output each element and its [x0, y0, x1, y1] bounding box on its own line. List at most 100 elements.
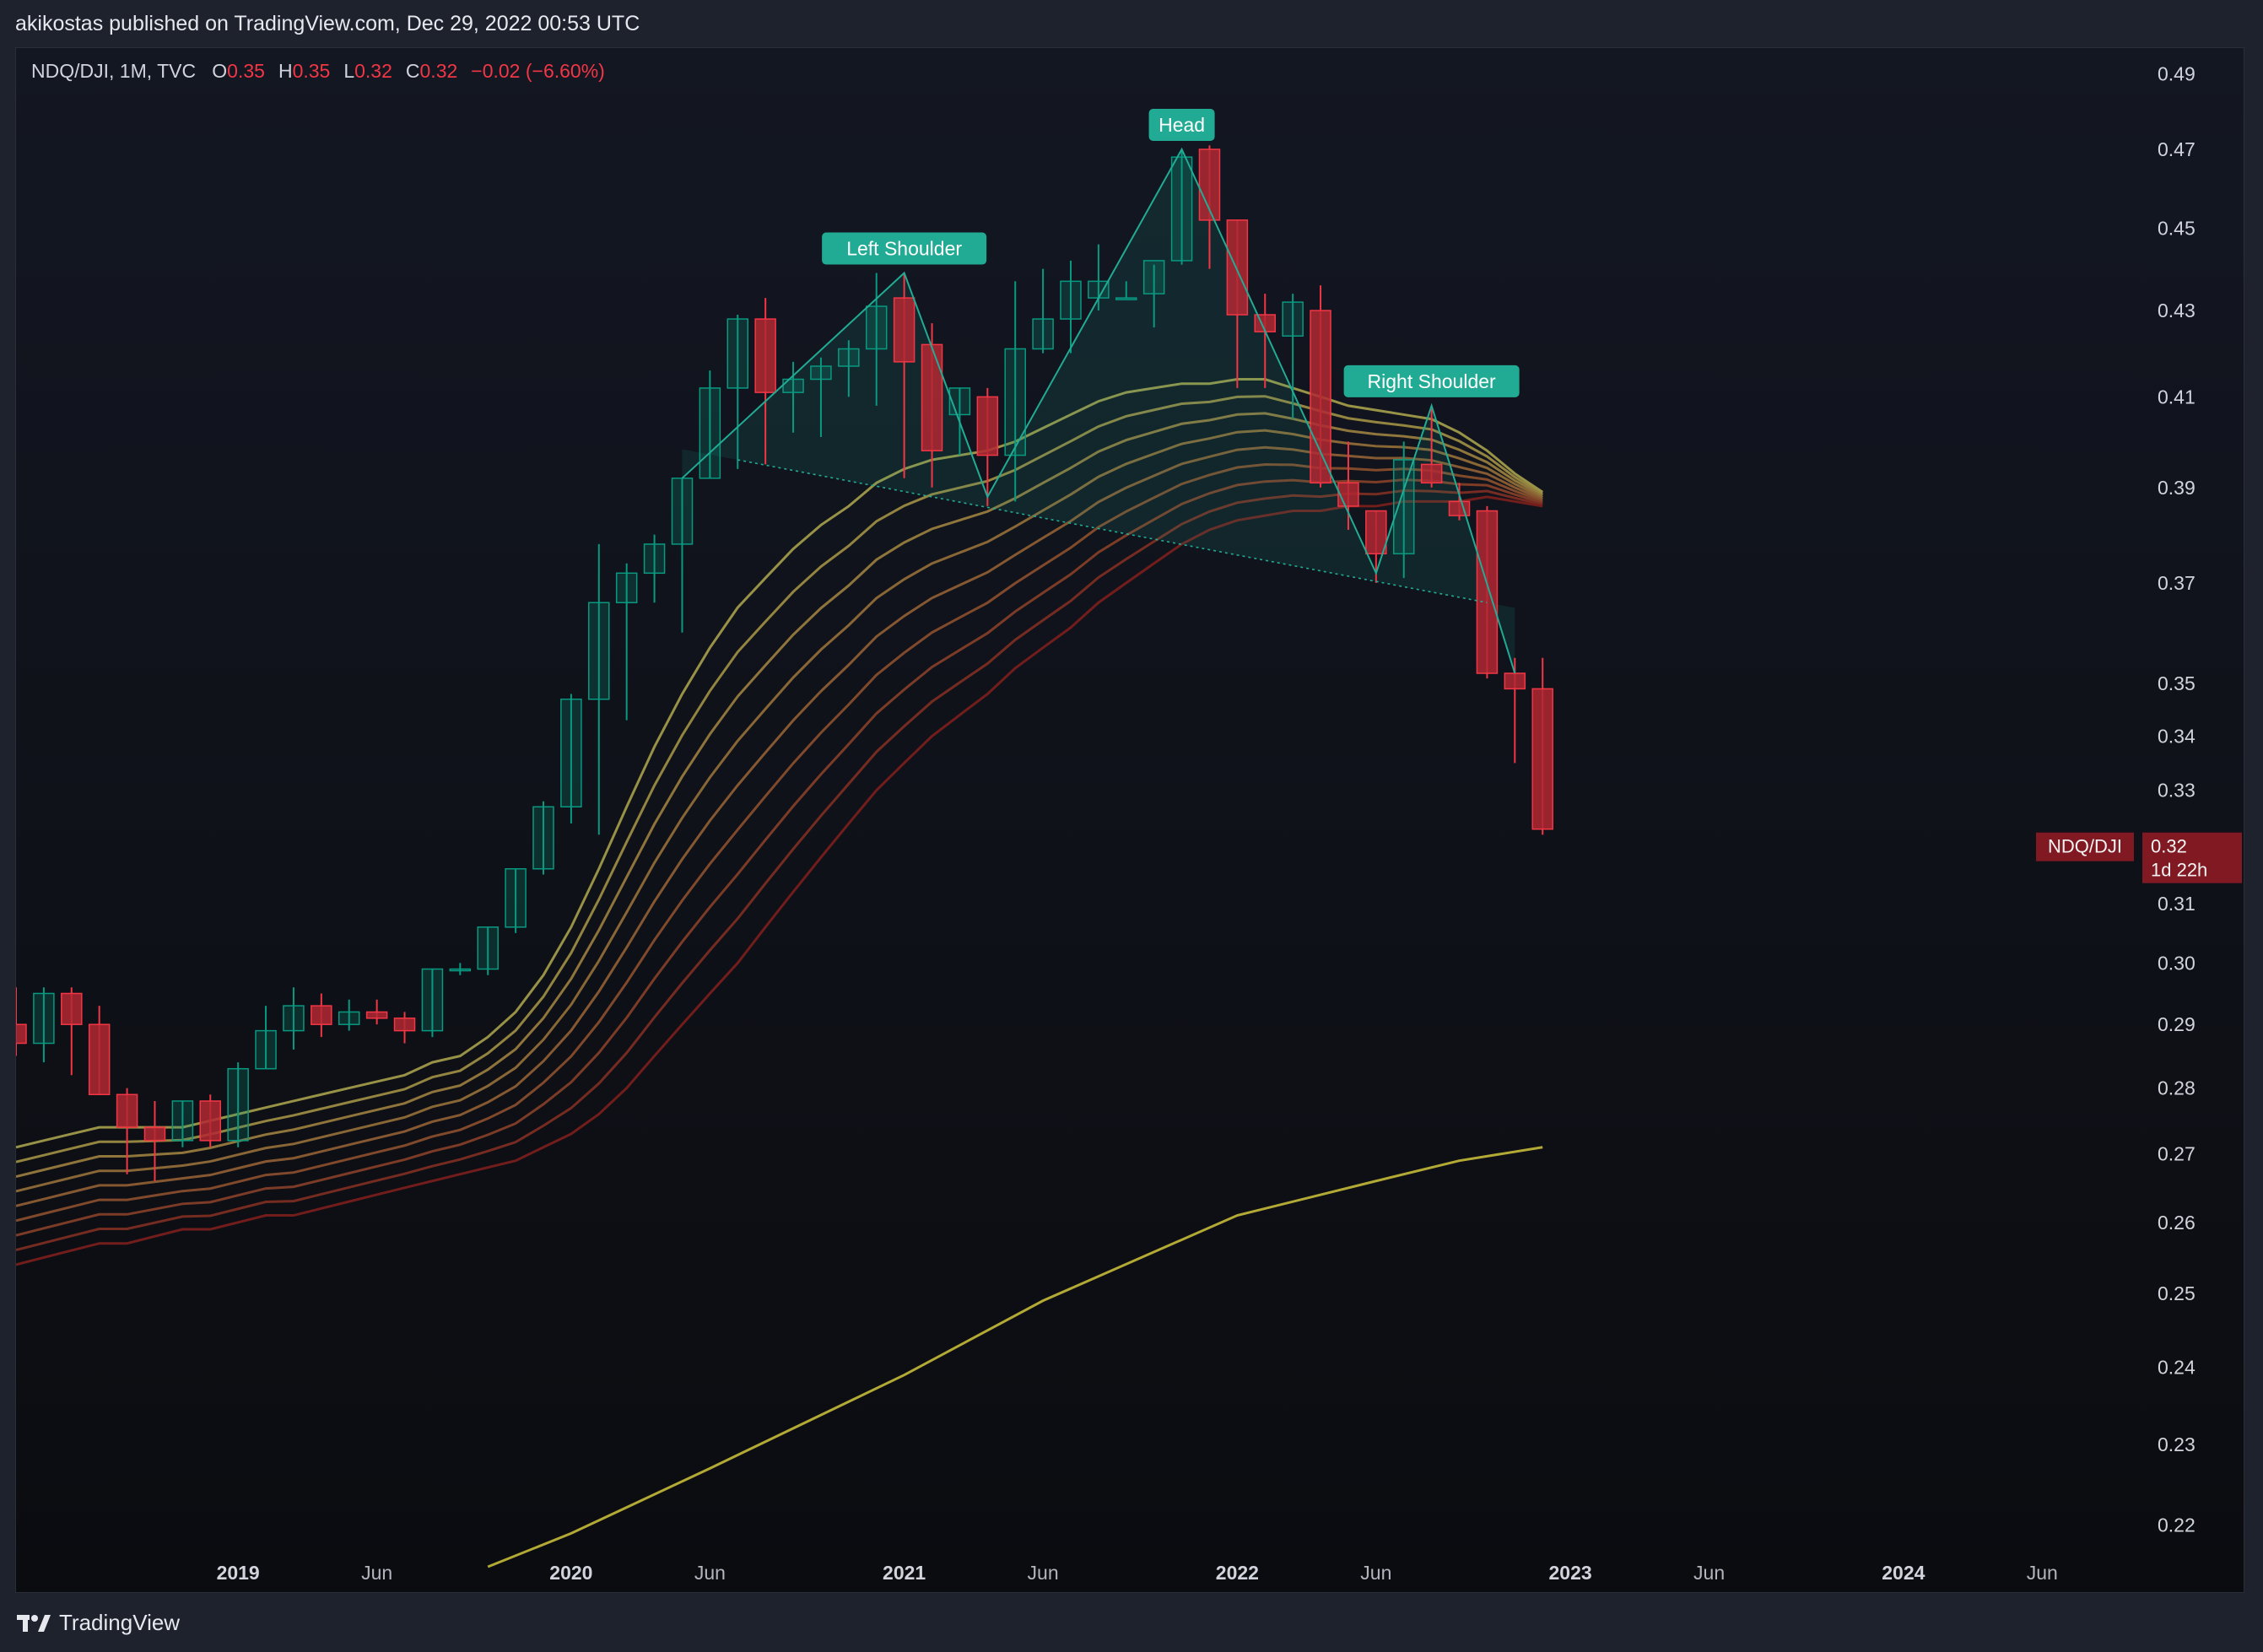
candle-2020-08[interactable] [754, 298, 776, 465]
ribbon-line-3 [16, 412, 1543, 1179]
candle-2020-07[interactable] [726, 315, 749, 469]
y-tick-label: 0.23 [2158, 1433, 2195, 1455]
x-tick-label: 2024 [1882, 1562, 1925, 1584]
y-tick-label: 0.37 [2158, 572, 2195, 594]
candle-body [615, 572, 638, 603]
candle-body [1420, 463, 1443, 484]
candle-2022-04[interactable] [1310, 285, 1331, 488]
x-tick-label: Jun [1693, 1562, 1725, 1584]
ribbon-line-9 [16, 495, 1543, 1266]
candle-body [1226, 219, 1249, 316]
candle-2020-03[interactable] [615, 563, 638, 721]
pattern-label-text: Head [1159, 114, 1205, 136]
tradingview-logo-icon [17, 1614, 51, 1632]
pattern-label-2[interactable]: Head [1148, 108, 1215, 141]
candle-body [1448, 500, 1471, 516]
candle-2021-01[interactable] [893, 273, 915, 478]
candle-2021-11[interactable] [1170, 148, 1193, 265]
candle-2019-11[interactable] [505, 868, 527, 933]
chart-background [16, 48, 2244, 1592]
time-axis[interactable]: 2019 Jun 2020 Jun 2021 Jun 2022 Jun 2023 Jun 2024 J… [217, 1562, 2058, 1584]
chart-pane[interactable]: Left Shoulder Head Right Shoulder 0.49 0.47… [15, 47, 2244, 1593]
pattern-label-3[interactable]: Right Shoulder [1343, 364, 1520, 397]
x-tick-label: Jun [1360, 1562, 1391, 1584]
candle-2018-05[interactable] [16, 987, 27, 1056]
candle-2022-08[interactable] [1420, 405, 1443, 488]
candle-2022-01[interactable] [1226, 219, 1249, 388]
price-axis[interactable]: 0.49 0.47 0.45 0.43 0.41 0.39 0.37 0.35 0.34 0.33… [2158, 62, 2195, 1536]
candle-2019-03[interactable] [283, 987, 305, 1050]
publisher-text: akikostas published on TradingView.com, … [15, 12, 640, 35]
price-chart[interactable]: Left Shoulder Head Right Shoulder 0.49 0.47… [16, 48, 2244, 1592]
y-tick-label: 0.28 [2158, 1077, 2195, 1099]
candle-2018-08[interactable] [88, 1006, 111, 1096]
candle-2019-10[interactable] [477, 926, 499, 975]
candle-body [1282, 301, 1304, 337]
candle-2020-02[interactable] [588, 543, 610, 835]
candle-2022-05[interactable] [1337, 441, 1359, 530]
candle-2020-09[interactable] [782, 361, 804, 433]
x-tick-label: 2020 [549, 1562, 592, 1584]
candle-2018-10[interactable] [143, 1100, 166, 1181]
candle-body [1060, 280, 1082, 320]
candle-2018-06[interactable] [33, 987, 55, 1063]
candle-2019-02[interactable] [255, 1006, 277, 1070]
legend-close-value: 0.32 [419, 60, 458, 82]
candle-2019-04[interactable] [311, 993, 332, 1038]
candle-2022-10[interactable] [1476, 505, 1499, 679]
candle-2018-07[interactable] [61, 987, 83, 1076]
candle-2019-06[interactable] [365, 999, 388, 1025]
pattern-line[interactable] [681, 147, 1516, 674]
candle-body [726, 318, 749, 389]
candle-2018-09[interactable] [116, 1088, 138, 1174]
publisher-bar: akikostas published on TradingView.com, … [0, 0, 2263, 47]
candle-2019-07[interactable] [393, 1012, 416, 1044]
ribbon-line-5 [16, 445, 1543, 1207]
candle-body [921, 343, 943, 451]
x-tick-label: Jun [361, 1562, 392, 1584]
candle-2019-09[interactable] [449, 963, 472, 975]
pattern-label-box [822, 232, 987, 265]
candle-2019-05[interactable] [338, 999, 360, 1031]
tradingview-brand[interactable]: TradingView [17, 1610, 180, 1636]
candle-2020-12[interactable] [865, 273, 888, 406]
candle-2022-07[interactable] [1392, 441, 1415, 579]
candle-body [754, 318, 776, 393]
candle-2019-01[interactable] [227, 1062, 249, 1147]
candle-2018-12[interactable] [199, 1094, 222, 1147]
candle-2020-01[interactable] [560, 694, 582, 824]
candle-body [1504, 672, 1526, 690]
candle-2022-12[interactable] [1531, 657, 1553, 835]
candle-2022-03[interactable] [1282, 294, 1304, 419]
symbol-legend[interactable]: NDQ/DJI, 1M, TVC O0.35 H0.35 L0.32 C0.32 −0.… [31, 60, 618, 83]
candle-2019-08[interactable] [421, 968, 444, 1038]
candle-2021-02[interactable] [921, 323, 943, 488]
candle-2021-10[interactable] [1142, 260, 1165, 328]
pattern-label-box [1343, 364, 1520, 397]
candles[interactable] [16, 145, 1553, 1181]
candle-2022-06[interactable] [1365, 510, 1387, 583]
ribbon-line-2 [16, 395, 1543, 1163]
candle-2018-11[interactable] [171, 1100, 194, 1147]
candle-2021-06[interactable] [1032, 268, 1054, 354]
candle-2021-09[interactable] [1115, 281, 1137, 300]
legend-high-value: 0.35 [292, 60, 331, 82]
candle-2021-04[interactable] [976, 387, 999, 506]
candle-2020-06[interactable] [699, 370, 721, 479]
candle-body [893, 297, 915, 363]
head-and-shoulders-pattern[interactable]: Left Shoulder Head Right Shoulder [681, 108, 1520, 674]
candle-2021-05[interactable] [1004, 281, 1026, 502]
candle-2020-04[interactable] [643, 534, 666, 603]
candle-2022-09[interactable] [1448, 483, 1471, 521]
candle-2020-10[interactable] [810, 357, 832, 438]
candle-body [171, 1100, 194, 1142]
candle-2020-11[interactable] [838, 340, 860, 397]
price-tag-price: 0.32 [2151, 836, 2187, 857]
candle-body [199, 1100, 222, 1142]
pattern-label-1[interactable]: Left Shoulder [822, 232, 987, 265]
candle-body [588, 602, 610, 700]
y-tick-label: 0.30 [2158, 952, 2195, 974]
candle-body [838, 348, 860, 367]
candle-2021-07[interactable] [1060, 260, 1082, 354]
candle-2019-12[interactable] [532, 801, 554, 875]
